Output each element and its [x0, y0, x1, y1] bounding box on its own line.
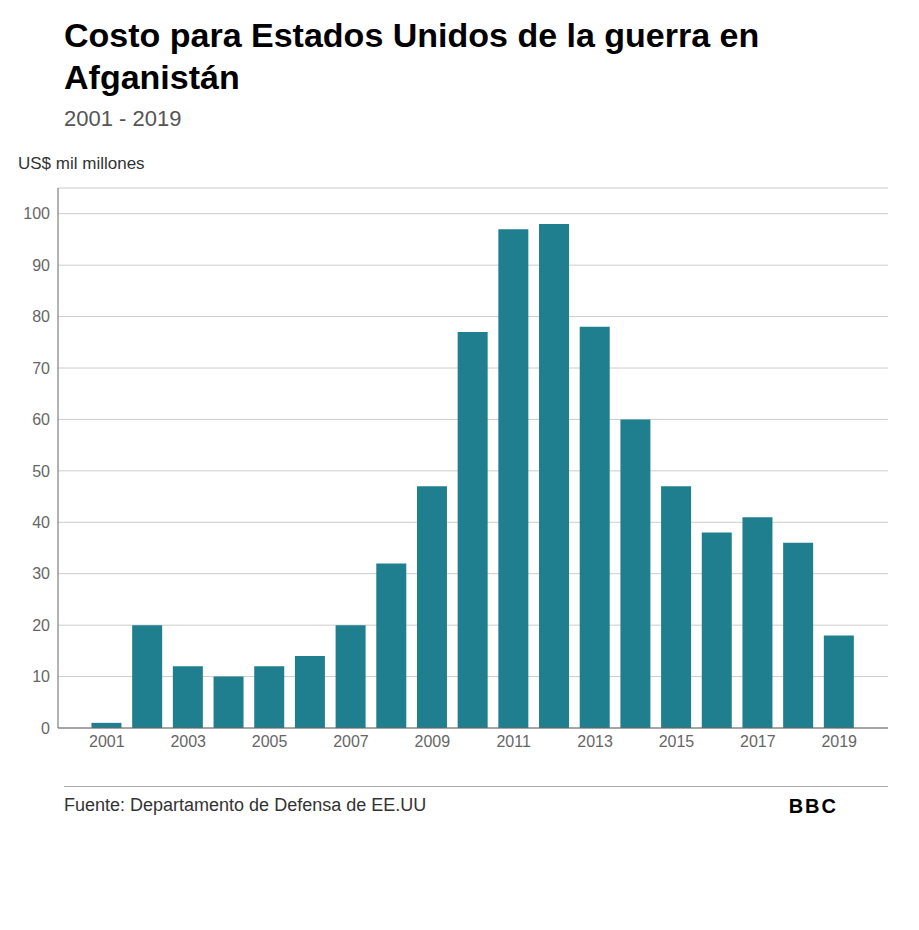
- html-text:2001 - 2019: 2001 - 2019: [64, 106, 182, 131]
- svg-text:2015: 2015: [659, 733, 695, 750]
- svg-text:60: 60: [32, 411, 50, 428]
- html-text:Costo para Estados Unidos de l: Costo para Estados Unidos de la guerra e…: [64, 16, 760, 96]
- svg-text:80: 80: [32, 308, 50, 325]
- html-text:US$ mil millones: US$ mil millones: [18, 154, 145, 173]
- svg-text:100: 100: [23, 205, 50, 222]
- svg-text:50: 50: [32, 463, 50, 480]
- svg-text:0: 0: [41, 720, 50, 737]
- svg-text:70: 70: [32, 360, 50, 377]
- svg-text:2007: 2007: [333, 733, 369, 750]
- svg-text:2009: 2009: [415, 733, 451, 750]
- svg-text:2011: 2011: [496, 733, 531, 750]
- svg-text:2001: 2001: [89, 733, 125, 750]
- svg-text:40: 40: [32, 514, 50, 531]
- svg-text:90: 90: [32, 257, 50, 274]
- svg-text:2013: 2013: [577, 733, 613, 750]
- svg-text:2019: 2019: [821, 733, 857, 750]
- html-text:Fuente: Departamento de Defens: Fuente: Departamento de Defensa de EE.UU: [64, 795, 427, 815]
- svg-text:2005: 2005: [252, 733, 288, 750]
- html-text:BBC: BBC: [788, 795, 838, 817]
- svg-text:20: 20: [32, 617, 50, 634]
- svg-text:30: 30: [32, 565, 50, 582]
- svg-text:2017: 2017: [740, 733, 776, 750]
- svg-text:2003: 2003: [170, 733, 206, 750]
- svg-text:10: 10: [32, 668, 50, 685]
